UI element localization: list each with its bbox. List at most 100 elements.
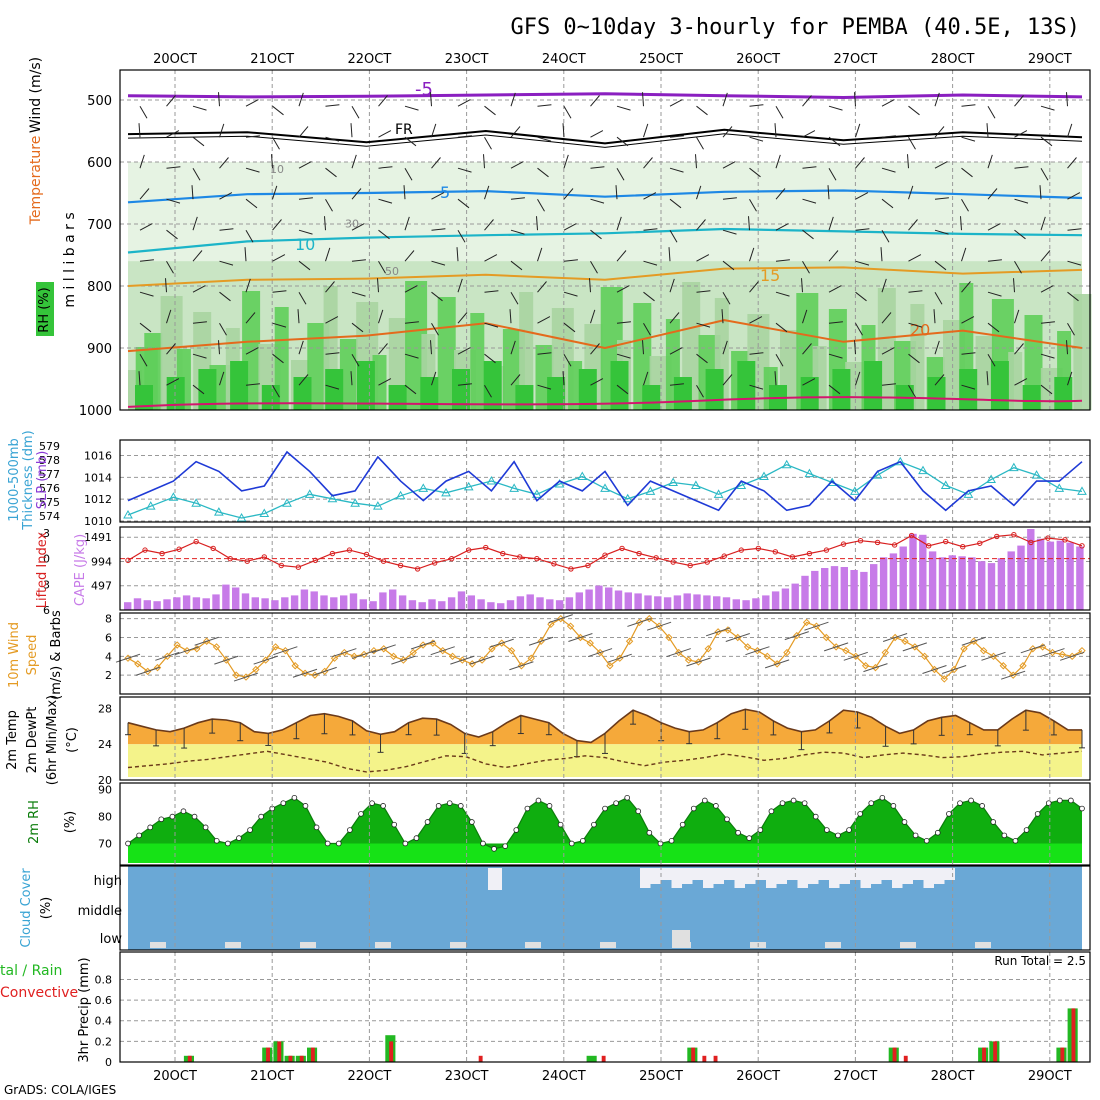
rh-point [1034, 811, 1041, 817]
wind-speed-point [802, 618, 811, 627]
wind-barb [404, 384, 417, 395]
slp-ylabel: SLP (mb) [35, 451, 50, 510]
wind-barb [643, 228, 658, 231]
high-cloud-gap [724, 868, 735, 880]
wind-barb [325, 247, 331, 262]
surface-wind-barb [548, 614, 573, 624]
cape-bar [742, 600, 750, 610]
wind-barb [961, 247, 967, 262]
temp-ylabel-4: (°C) [65, 727, 80, 753]
wind-barb [590, 198, 605, 204]
rh-point [835, 832, 841, 839]
cape-bar [595, 585, 603, 610]
wind-barb [484, 136, 492, 150]
wind-barb [245, 347, 259, 355]
date-label-top: 29OCT [1028, 52, 1072, 67]
rh-point [702, 797, 708, 804]
cape-bar [477, 599, 485, 610]
li-series [127, 534, 1083, 570]
rh-point [247, 827, 253, 833]
precip-convective-bar [310, 1047, 315, 1062]
wind-barb [350, 371, 353, 386]
wind-barb [696, 353, 708, 364]
thickness-tick: 576 [39, 482, 60, 495]
low-cloud-gap [225, 942, 241, 948]
rh-point [668, 837, 675, 844]
wind-barb [245, 135, 260, 138]
rh-point [979, 803, 985, 809]
wind-barb [908, 322, 923, 328]
wind-barb [1067, 157, 1077, 169]
li-point [1045, 535, 1051, 541]
cape-bar [330, 597, 338, 610]
wind-barb [749, 384, 764, 390]
wind-barb [696, 219, 706, 231]
high-cloud-gap [703, 868, 714, 888]
high-cloud-gap [661, 868, 672, 880]
wind-barb [325, 104, 340, 107]
wind-barb [563, 353, 572, 367]
li-point [568, 566, 574, 572]
cape-bar [428, 599, 436, 610]
li-point [772, 549, 779, 555]
wind-barb [590, 95, 600, 107]
precip-convective-bar [1060, 1047, 1065, 1062]
thickness-point [963, 489, 974, 498]
cape-bar [713, 596, 721, 610]
chart-title: GFS 0~10day 3-hourly for PEMBA (40.5E, 1… [510, 15, 1080, 40]
thickness-point [918, 465, 928, 475]
wind-barb [775, 223, 789, 231]
panel-frame [119, 865, 1091, 951]
high-cloud-gap [902, 868, 913, 884]
cape-bar [438, 601, 446, 610]
li-point [466, 547, 472, 553]
wind-barb [696, 384, 704, 398]
wind-barb [1040, 321, 1055, 324]
cape-bar [261, 598, 269, 610]
wind-barb [404, 250, 415, 262]
cape-bar [320, 595, 328, 610]
rh-point [280, 800, 287, 806]
surface-wind-barb [607, 653, 632, 663]
li-point [295, 564, 302, 570]
wind-barb [590, 343, 600, 355]
cape-bar [673, 595, 682, 610]
low-cloud-gap [525, 942, 541, 948]
contour-label: 10 [295, 235, 315, 254]
wind-barb [271, 154, 273, 169]
high-cloud-gap [913, 868, 924, 880]
cape-bar [722, 597, 731, 610]
thickness-point [1077, 486, 1087, 495]
date-label-top: 28OCT [931, 52, 975, 67]
wind-speed-point [842, 646, 850, 655]
wind-barb [934, 374, 945, 386]
rh-point [757, 827, 764, 833]
wind-barb [219, 322, 227, 336]
wind-barb [696, 254, 710, 262]
wind-barb [987, 259, 1002, 262]
wind-barb [590, 260, 598, 274]
wind-barb [775, 154, 781, 169]
rh-point [890, 803, 897, 809]
cape-bar [143, 600, 151, 610]
surface-wind-barb [351, 649, 377, 659]
wind-barb [457, 229, 466, 243]
cape-bar [870, 564, 878, 610]
wind-barb [166, 378, 180, 386]
rh-shade-cell [547, 377, 566, 410]
rh-tick: 90 [98, 784, 112, 797]
wind-barb [987, 105, 996, 119]
wind-barb [537, 316, 551, 324]
wind-barb [166, 260, 174, 274]
wind-barb [934, 161, 948, 169]
wind-barb [1067, 123, 1073, 138]
precip-tick: 0.6 [95, 994, 113, 1007]
wind-barb [590, 130, 604, 138]
surface-wind-barb [941, 665, 967, 674]
thickness-tick: 579 [39, 440, 60, 453]
grads-credit: GrADS: COLA/IGES [4, 1083, 116, 1097]
cape-bar [153, 601, 161, 610]
wind-barb [298, 229, 313, 235]
rh-point [801, 800, 808, 806]
wind-barb [272, 290, 287, 293]
